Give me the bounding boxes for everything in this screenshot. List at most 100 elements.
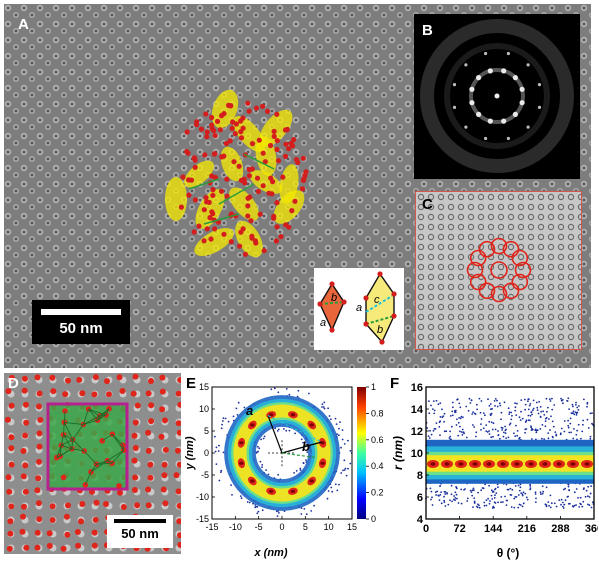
e-scatter-point <box>340 446 342 449</box>
f-scatter-point <box>518 503 521 506</box>
panel-d-scalebar: 50 nm <box>107 515 173 548</box>
f-scatter-point <box>473 426 476 428</box>
lattice-dot <box>20 513 26 520</box>
f-scatter-point <box>589 492 592 495</box>
tile-edge <box>111 449 125 464</box>
f-scatter-point <box>491 498 494 500</box>
colorbar <box>357 387 366 519</box>
tile-edge <box>203 213 240 225</box>
f-scatter-point <box>553 502 556 505</box>
f-scatter-point <box>540 410 542 413</box>
panel-b: B <box>414 14 580 179</box>
lattice-dot <box>204 134 210 140</box>
lattice-dot <box>180 174 186 180</box>
lattice-dot <box>283 141 289 147</box>
lattice-dot <box>75 542 82 549</box>
f-scatter-point <box>480 418 483 420</box>
e-scatter-point <box>262 437 265 440</box>
lattice-dot <box>271 133 277 139</box>
colorbar-tick-label: 0 <box>371 514 376 524</box>
tile-vertex <box>116 483 122 489</box>
f-scatter-point <box>487 398 489 401</box>
f-scatter-point <box>499 437 501 440</box>
f-scatter-point <box>585 489 588 492</box>
f-scatter-point <box>438 426 441 428</box>
f-ytick-label: 6 <box>417 492 423 504</box>
ring <box>502 282 520 300</box>
lattice-dot <box>92 516 99 523</box>
f-scatter-point <box>549 494 552 497</box>
f-scatter-point <box>452 498 455 501</box>
yellow-tile <box>165 177 187 221</box>
f-scatter-point <box>480 400 483 402</box>
f-scatter-point <box>572 437 575 440</box>
lattice-dot <box>184 148 190 155</box>
colorbar-tick-label: 0.8 <box>371 408 384 418</box>
e-scatter-point <box>321 403 324 406</box>
e-vector-b <box>281 441 322 454</box>
f-scatter-point <box>568 489 570 492</box>
tile-edge <box>56 445 62 458</box>
f-scatter-point <box>511 488 514 491</box>
f-scatter-point <box>510 411 513 414</box>
f-scatter-point <box>573 428 575 430</box>
lattice-dot <box>242 251 248 257</box>
f-density-peak <box>542 462 548 466</box>
f-scatter-point <box>548 398 551 401</box>
lattice-dot <box>300 177 307 183</box>
f-scatter-point <box>429 429 431 432</box>
fft-spot <box>476 111 482 117</box>
f-scatter-point <box>535 431 538 434</box>
f-scatter-point <box>473 500 476 503</box>
f-density-peak <box>556 462 562 466</box>
lattice-dot <box>212 151 218 157</box>
f-scatter-point <box>430 490 433 493</box>
e-scatter-point <box>328 415 331 417</box>
f-scatter-point <box>475 431 478 434</box>
lattice-dot <box>240 115 246 121</box>
tile-vertex <box>82 482 89 488</box>
f-scatter-point <box>436 490 439 493</box>
f-scatter-point <box>502 435 505 438</box>
lattice-dot <box>300 155 306 161</box>
f-density-band <box>426 455 594 472</box>
fft-spot <box>501 118 507 124</box>
fft-spot <box>506 51 510 56</box>
f-scatter-point <box>446 492 448 495</box>
lattice-dot <box>271 128 277 134</box>
fft-spot <box>469 100 475 106</box>
f-scatter-point <box>510 418 513 421</box>
f-scatter-point <box>534 493 537 495</box>
ring <box>478 282 496 300</box>
f-scatter-point <box>529 483 531 486</box>
e-scatter-point <box>327 407 329 410</box>
f-scatter-point <box>546 410 548 413</box>
lattice-dot <box>79 501 86 507</box>
tile-edge <box>71 439 74 449</box>
f-scatter-point <box>566 400 569 402</box>
f-scatter-point <box>467 409 470 412</box>
lattice-dot <box>5 474 12 481</box>
f-scatter-point <box>428 400 430 402</box>
f-scatter-point <box>494 398 497 400</box>
e-ytick-label: -5 <box>201 470 209 480</box>
e-density-ring <box>233 404 331 502</box>
f-scatter-point <box>433 412 436 415</box>
e-scatter-point <box>285 388 288 390</box>
e-scatter-point <box>218 479 221 482</box>
lattice-dot <box>256 137 262 143</box>
f-scatter-point <box>558 499 561 501</box>
lattice-dot <box>246 108 252 114</box>
f-scatter-point <box>519 483 522 486</box>
f-scatter-point <box>449 415 452 417</box>
colorbar-tick-label: 0.6 <box>371 435 384 445</box>
lattice-dot <box>34 374 41 381</box>
e-scatter-point <box>221 423 223 426</box>
lattice-dot <box>270 179 276 185</box>
tile-edge <box>60 434 64 446</box>
lattice-dot <box>253 105 260 111</box>
lattice-dot <box>231 159 237 165</box>
lattice-dot <box>291 137 297 143</box>
f-scatter-point <box>508 423 511 426</box>
panel-e-chart: 0 0.2 0.4 0.6 0.8 1 -15 -10 -5 0 5 10 15 -15 -10 -5 0 5 1… <box>184 382 384 559</box>
